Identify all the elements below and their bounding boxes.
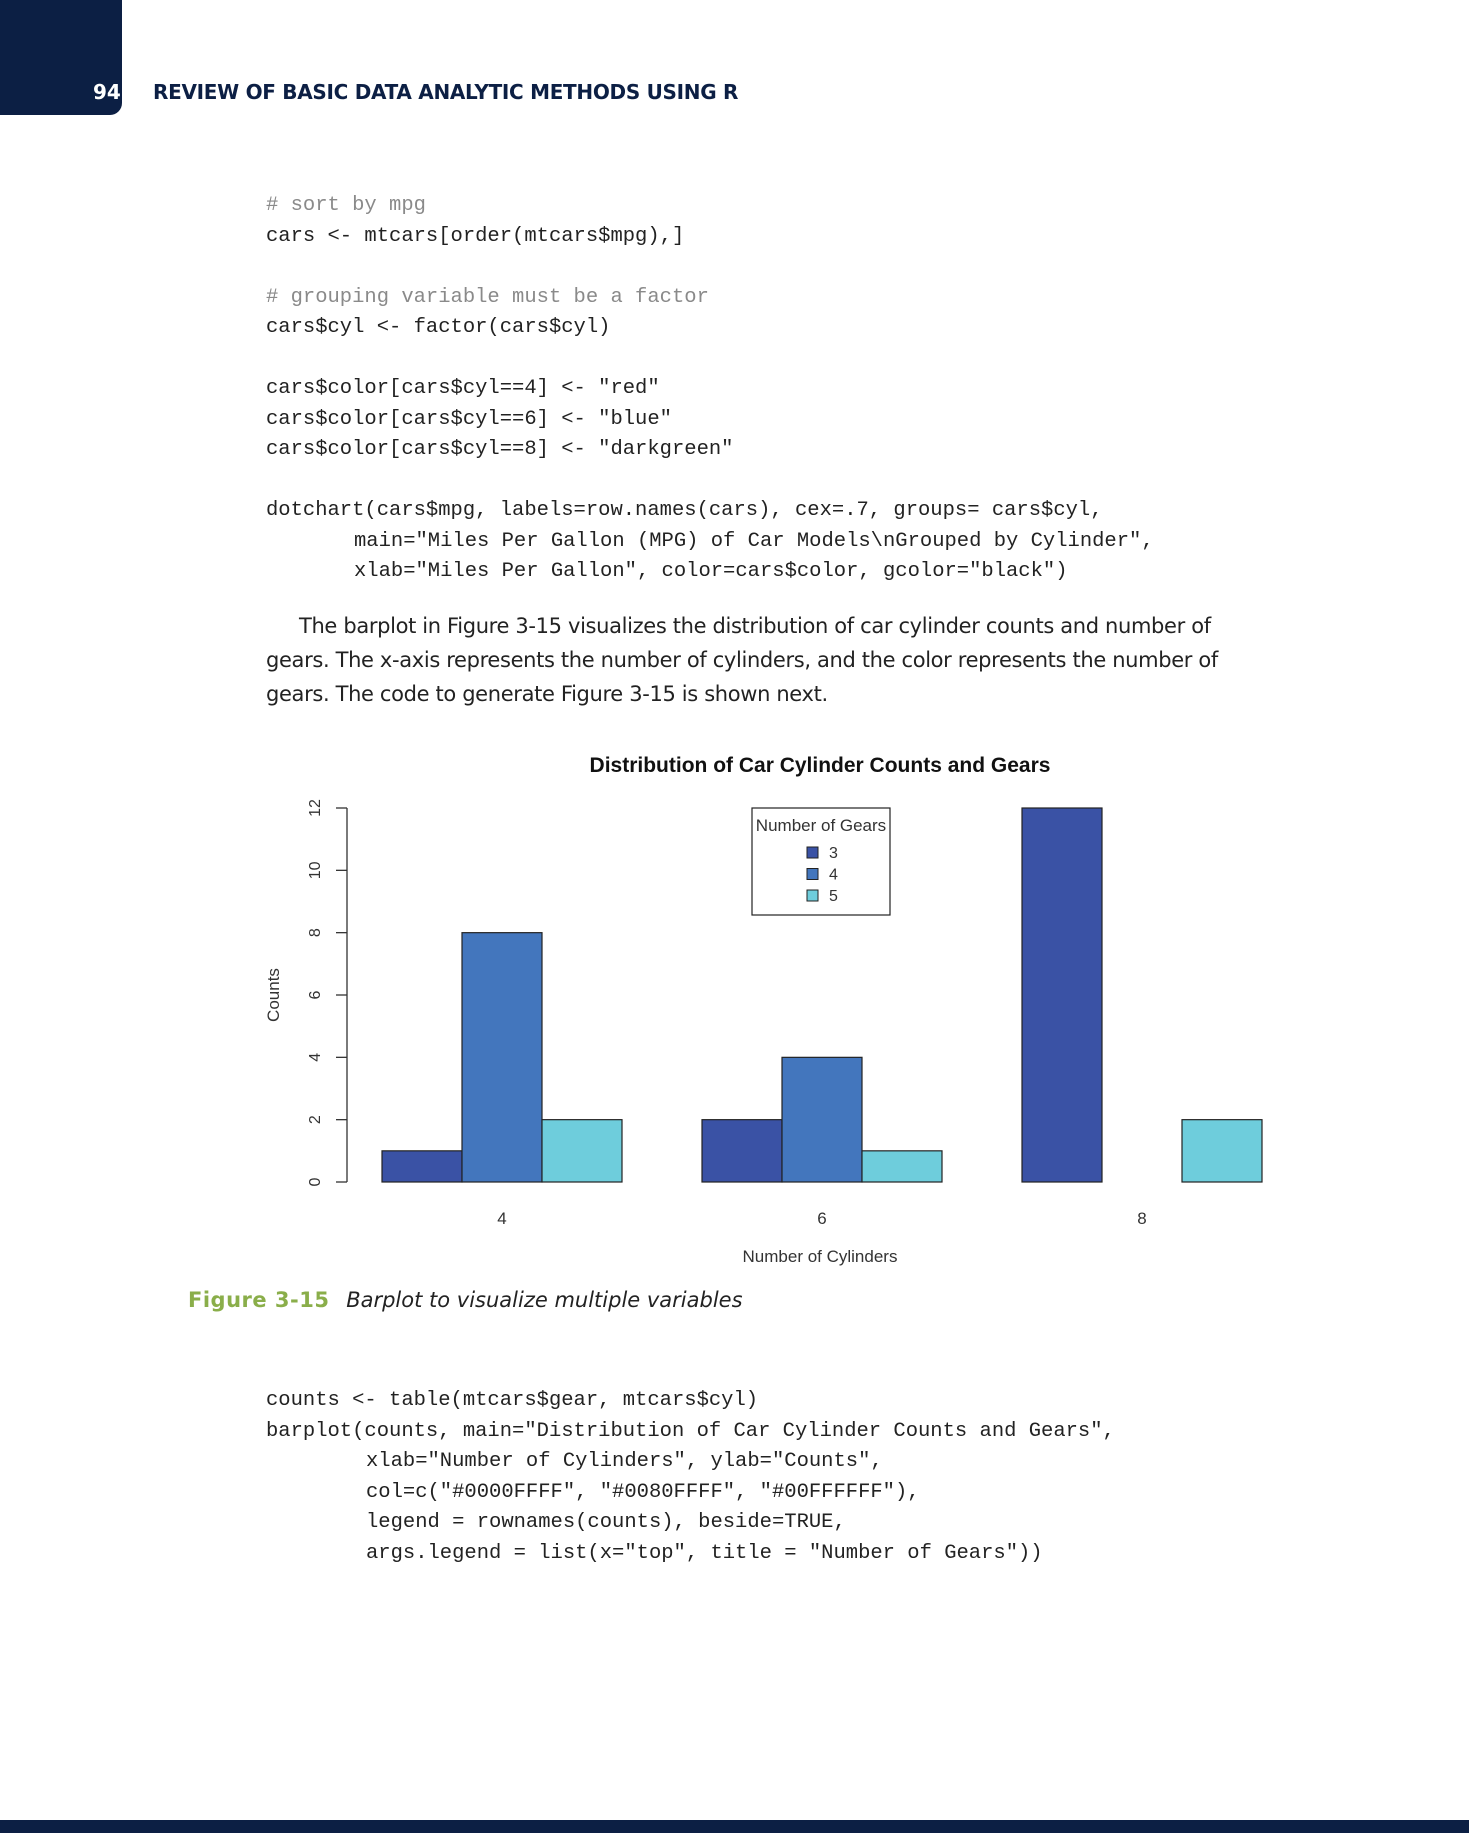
code-line: col=c("#0000FFFF", "#0080FFFF", "#00FFFF… (366, 1480, 920, 1504)
page-tab (0, 0, 122, 115)
legend-swatch-gear5 (806, 889, 819, 902)
code-line: dotchart(cars$mpg, labels=row.names(cars… (266, 499, 1103, 522)
code-block-dotchart: # sort by mpg cars <- mtcars[order(mtcars… (266, 191, 1154, 588)
code-line: # sort by mpg (266, 194, 426, 217)
figure-caption-text: Barplot to visualize multiple variables (346, 1288, 743, 1312)
barplot-chart: Distribution of Car Cylinder Counts and … (264, 754, 1263, 1266)
chart-title: Distribution of Car Cylinder Counts and … (590, 754, 1051, 777)
bottom-bar (0, 1820, 1469, 1833)
y-tick-label: 12 (307, 799, 324, 817)
legend-label: 3 (829, 845, 838, 862)
code-line: cars$color[cars$cyl==4] <- "red" (266, 377, 660, 400)
bar-cyl4-gear3 (381, 1150, 463, 1183)
code-line: cars$cyl <- factor(cars$cyl) (266, 316, 611, 339)
code-line: cars$color[cars$cyl==6] <- "blue" (266, 407, 672, 431)
code-line: xlab="Miles Per Gallon", color=cars$colo… (354, 560, 1068, 583)
y-axis-label: Counts (264, 968, 283, 1022)
legend-box (751, 807, 891, 916)
legend-label: 5 (829, 888, 838, 905)
code-block-barplot: counts <- table(mtcars$gear, mtcars$cyl)… (266, 1386, 1115, 1569)
code-line (266, 466, 1154, 497)
y-tick-label: 6 (307, 990, 324, 999)
y-tick-label: 4 (307, 1053, 324, 1062)
bar-cyl6-gear3 (701, 1119, 783, 1183)
y-tick-label: 8 (307, 928, 324, 937)
x-axis-label: Number of Cylinders (743, 1247, 898, 1266)
page-number: 94 (93, 80, 121, 104)
x-tick-label: 8 (1137, 1209, 1146, 1228)
legend-title: Number of Gears (756, 816, 886, 835)
code-line: cars <- mtcars[order(mtcars$mpg),] (266, 224, 685, 248)
code-line: main="Miles Per Gallon (MPG) of Car Mode… (354, 529, 1154, 553)
bar-cyl6-gear4 (781, 1056, 863, 1183)
code-line: legend = rownames(counts), beside=TRUE, (366, 1511, 846, 1534)
code-line (266, 252, 1154, 283)
figure-label: Figure 3-15 (188, 1288, 330, 1312)
legend-swatch-gear4 (806, 868, 819, 880)
bar-cyl4-gear5 (541, 1119, 623, 1183)
bar-cyl8-gear3 (1021, 807, 1103, 1183)
code-line: counts <- table(mtcars$gear, mtcars$cyl) (266, 1389, 759, 1412)
bar-cyl6-gear5 (861, 1150, 943, 1183)
body-paragraph: The barplot in Figure 3-15 visualizes th… (266, 614, 1218, 706)
bar-cyl4-gear4 (461, 932, 543, 1183)
code-line (266, 344, 1154, 375)
x-tick-label: 4 (497, 1209, 506, 1228)
code-line: barplot(counts, main="Distribution of Ca… (266, 1419, 1115, 1443)
code-line: # grouping variable must be a factor (266, 285, 709, 309)
code-line: args.legend = list(x="top", title = "Num… (366, 1541, 1043, 1565)
y-tick-label: 0 (307, 1177, 324, 1186)
running-head: REVIEW OF BASIC DATA ANALYTIC METHODS US… (153, 80, 739, 104)
code-line: cars$color[cars$cyl==8] <- "darkgreen" (266, 438, 734, 461)
bar-cyl8-gear5 (1181, 1119, 1263, 1183)
y-tick-label: 2 (307, 1115, 324, 1124)
code-line: xlab="Number of Cylinders", ylab="Counts… (366, 1450, 883, 1473)
x-tick-label: 6 (817, 1209, 826, 1228)
figure-caption: Figure 3-15 Barplot to visualize multipl… (188, 1288, 743, 1312)
y-tick-label: 10 (307, 861, 324, 879)
legend-swatch-gear3 (806, 846, 819, 859)
legend-label: 4 (829, 867, 838, 884)
